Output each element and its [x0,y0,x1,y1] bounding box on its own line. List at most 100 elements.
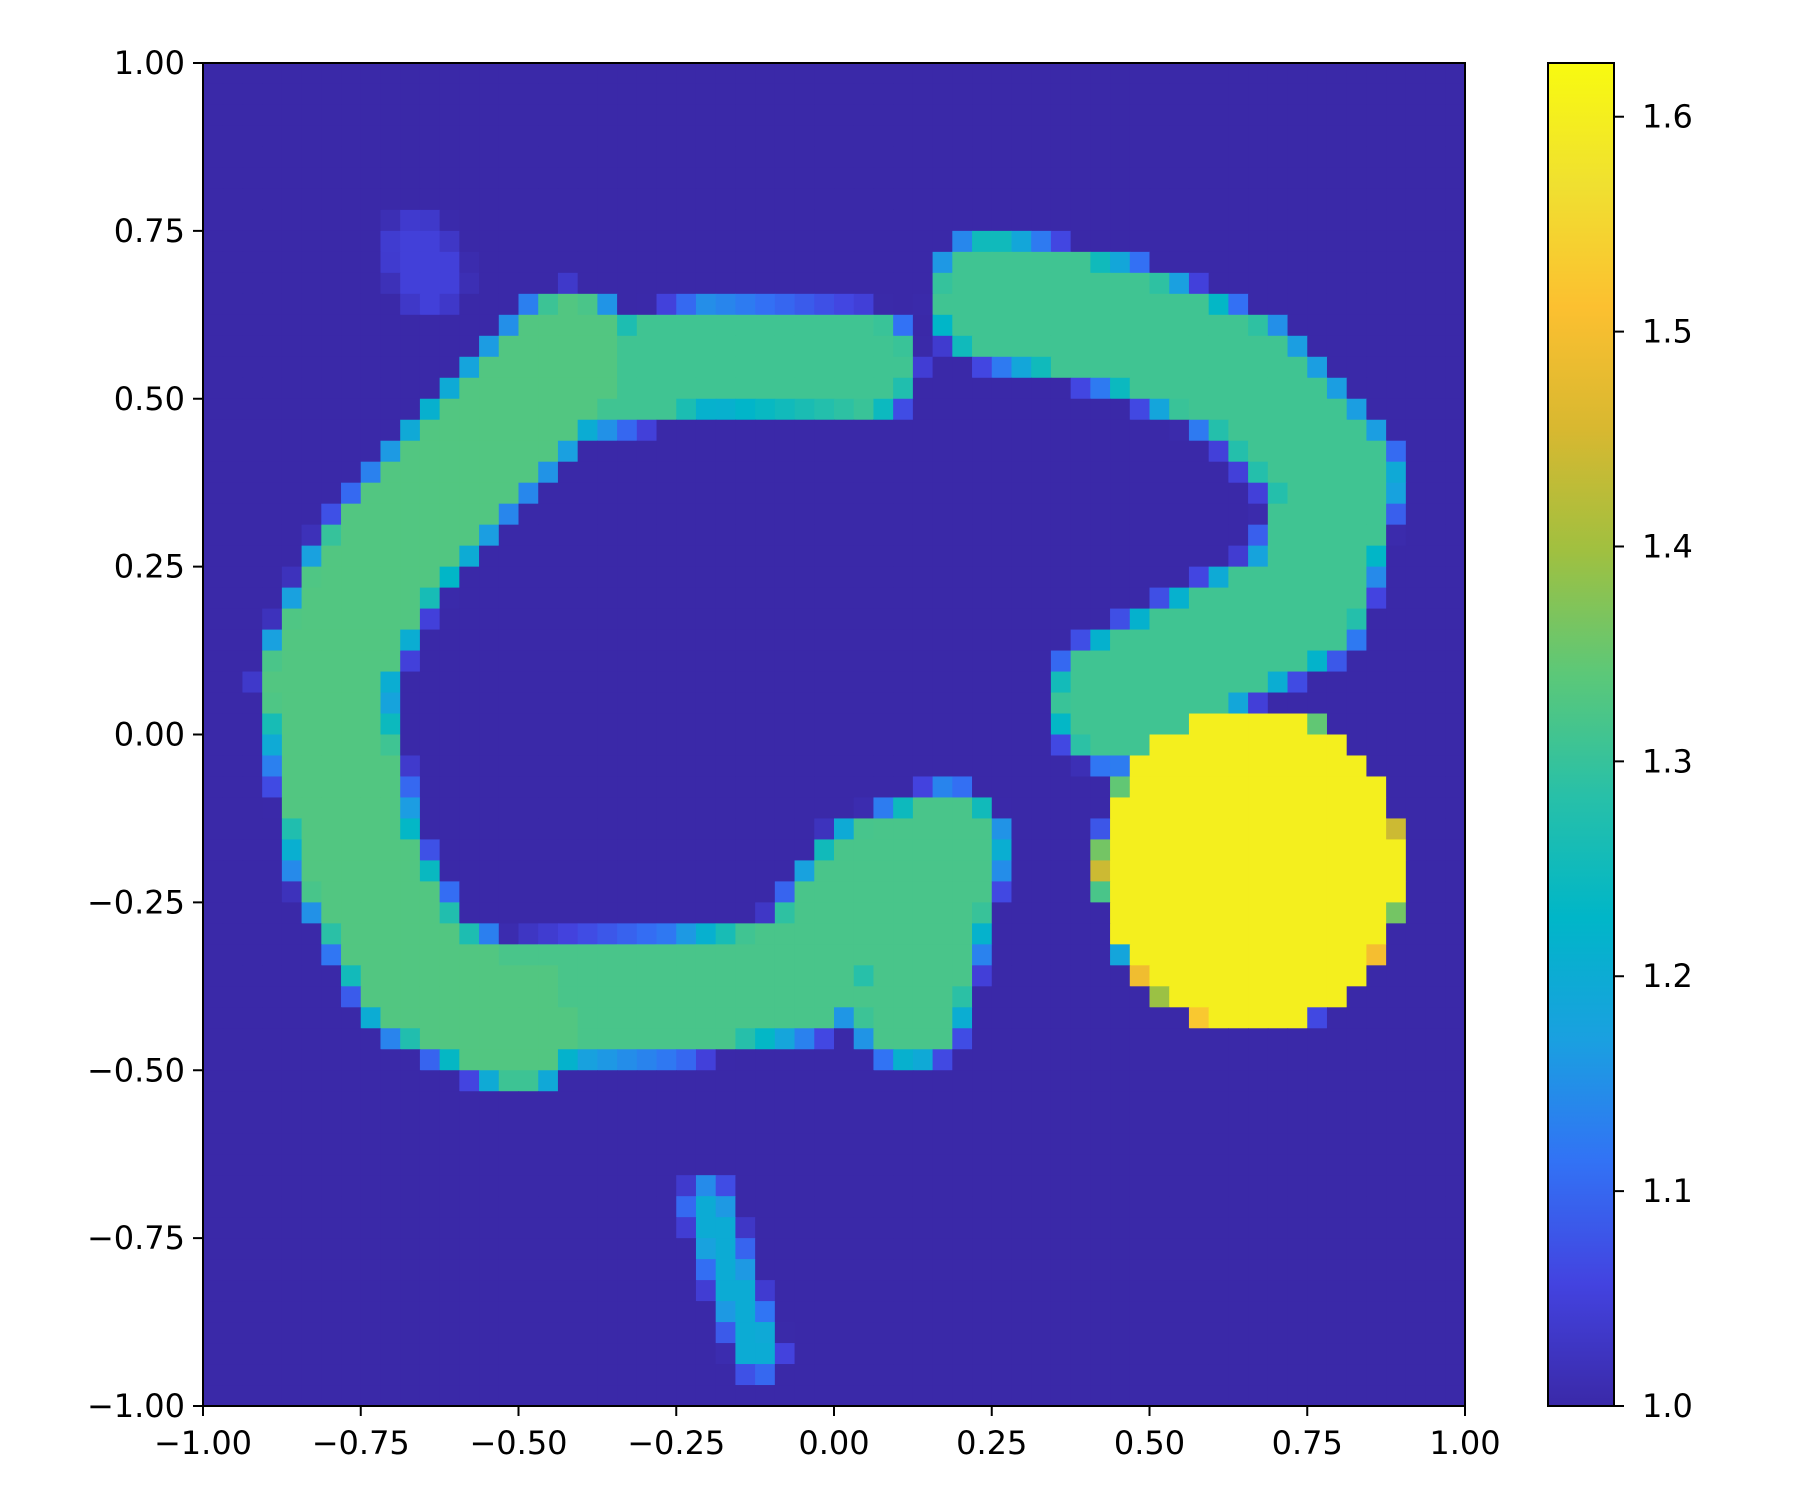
heatmap-cell [1267,230,1289,253]
heatmap-cell [912,797,934,820]
heatmap-cell [834,293,855,316]
heatmap-cell [281,608,303,631]
heatmap-cell [242,776,263,799]
heatmap-cell [1149,818,1170,841]
heatmap-cell [518,1175,539,1197]
heatmap-cell [1208,545,1229,568]
heatmap-cell [1090,986,1111,1008]
heatmap-cell [341,356,362,379]
heatmap-cell [400,1301,421,1323]
heatmap-cell [912,104,934,127]
heatmap-cell [1267,713,1289,736]
heatmap-cell [1228,797,1249,820]
heatmap-cell [222,923,244,945]
heatmap-cell [321,1049,342,1071]
heatmap-cell [341,1238,362,1260]
heatmap-cell [1445,440,1466,463]
heatmap-cell [1287,755,1308,778]
heatmap-cell [1110,1091,1131,1113]
heatmap-cell [262,188,283,211]
heatmap-cell [636,125,658,148]
heatmap-cell [341,1133,362,1155]
heatmap-cell [814,1385,835,1407]
heatmap-cell [1149,881,1170,903]
heatmap-cell [932,146,953,169]
heatmap-cell [341,335,362,358]
heatmap-cell [1425,104,1446,127]
heatmap-cell [676,1028,697,1050]
heatmap-cell [1326,293,1348,316]
heatmap-cell [1070,335,1091,358]
heatmap-cell [1188,860,1210,882]
heatmap-cell [400,1322,421,1344]
heatmap-cell [597,63,618,85]
heatmap-cell [1031,1133,1052,1155]
heatmap-cell [952,63,973,85]
heatmap-cell [834,650,855,673]
heatmap-cell [479,188,500,211]
heatmap-cell [1267,629,1289,652]
heatmap-cell [794,1385,815,1407]
heatmap-cell [321,1091,342,1113]
heatmap-cell [1090,965,1111,987]
heatmap-cell [301,1343,322,1365]
heatmap-cell [1129,545,1151,568]
heatmap-cell [932,83,953,106]
heatmap-cell [557,524,579,547]
heatmap-cell [1445,1364,1466,1386]
heatmap-cell [1445,629,1466,652]
heatmap-cell [755,1280,776,1302]
heatmap-cell [1287,1280,1308,1302]
heatmap-cell [518,461,539,484]
heatmap-cell [321,146,342,169]
heatmap-cell [755,1133,776,1155]
heatmap-cell [1169,440,1190,463]
heatmap-cell [1366,1259,1387,1281]
heatmap-cell [439,83,460,106]
heatmap-cell [735,503,756,526]
heatmap-cell [1267,902,1289,924]
heatmap-cell [972,314,993,337]
heatmap-cell [1050,755,1072,778]
heatmap-cell [1011,398,1032,421]
heatmap-cell [1011,923,1032,945]
heatmap-cell [557,713,579,736]
heatmap-cell [400,650,421,673]
heatmap-cell [755,545,776,568]
heatmap-cell [1070,1007,1091,1029]
heatmap-cell [617,839,638,861]
heatmap-cell [1228,461,1249,484]
heatmap-cell [479,104,500,127]
heatmap-cell [676,713,697,736]
heatmap-cell [932,167,953,190]
heatmap-cell [676,650,697,673]
heatmap-cell [853,1049,875,1071]
heatmap-cell [1031,965,1052,987]
heatmap-cell [873,797,894,820]
heatmap-cell [400,734,421,757]
heatmap-cell [695,986,717,1008]
heatmap-cell [557,1301,579,1323]
heatmap-cell [1149,188,1170,211]
heatmap-cell [1405,965,1427,987]
heatmap-cell [597,356,618,379]
heatmap-cell [262,923,283,945]
heatmap-cell [400,398,421,421]
heatmap-cell [498,965,520,987]
heatmap-cell [301,314,322,337]
heatmap-cell [774,461,796,484]
heatmap-cell [203,986,224,1008]
heatmap-cell [222,692,244,715]
heatmap-cell [893,1238,914,1260]
heatmap-cell [262,545,283,568]
heatmap-cell [1208,314,1229,337]
heatmap-cell [321,1322,342,1344]
heatmap-cell [360,377,382,400]
heatmap-cell [735,1364,756,1386]
heatmap-cell [715,839,737,861]
heatmap-cell [755,1175,776,1197]
heatmap-cell [1326,1238,1348,1260]
heatmap-cell [853,104,875,127]
heatmap-cell [656,125,677,148]
heatmap-cell [932,1049,953,1071]
